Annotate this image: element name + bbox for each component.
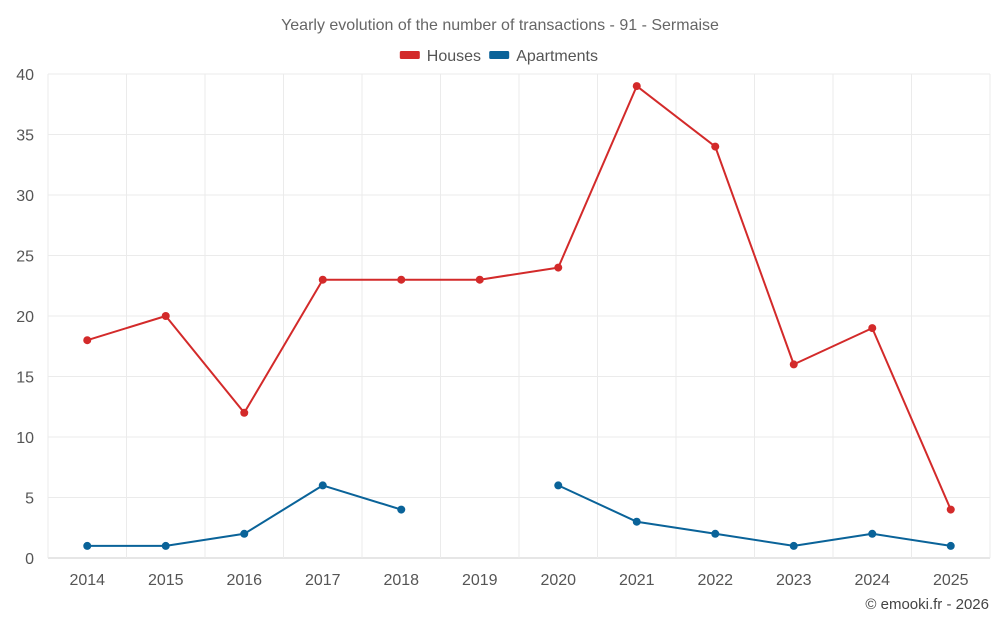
x-tick-label: 2020: [540, 572, 576, 589]
grid: [47, 73, 991, 559]
x-tick-label: 2017: [305, 572, 341, 589]
x-tick-label: 2023: [776, 572, 812, 589]
data-point-apartments[interactable]: [397, 505, 406, 514]
data-point-apartments[interactable]: [161, 541, 170, 550]
data-point-apartments[interactable]: [711, 529, 720, 538]
x-tick-label: 2015: [148, 572, 184, 589]
y-tick-label: 15: [16, 370, 34, 387]
y-tick-label: 30: [16, 188, 34, 205]
data-point-houses[interactable]: [711, 142, 720, 151]
data-point-apartments[interactable]: [318, 481, 327, 490]
series-line-houses: [86, 85, 952, 510]
data-point-houses[interactable]: [240, 408, 249, 417]
y-tick-label: 25: [16, 249, 34, 266]
y-tick-label: 20: [16, 309, 34, 326]
data-point-houses[interactable]: [868, 324, 877, 333]
legend: Houses Apartments: [399, 48, 598, 65]
x-tick-label: 2024: [854, 572, 890, 589]
data-point-apartments[interactable]: [789, 541, 798, 550]
data-point-apartments[interactable]: [868, 529, 877, 538]
series-line-apartments: [557, 484, 951, 547]
legend-swatch-houses: [399, 51, 420, 59]
data-point-apartments[interactable]: [554, 481, 563, 490]
data-point-houses[interactable]: [475, 275, 484, 284]
x-tick-label: 2019: [462, 572, 498, 589]
data-point-houses[interactable]: [632, 82, 641, 91]
data-point-apartments[interactable]: [946, 541, 955, 550]
legend-label-houses[interactable]: Houses: [427, 48, 481, 65]
data-point-houses[interactable]: [946, 505, 955, 514]
x-tick-label: 2021: [619, 572, 655, 589]
data-point-apartments[interactable]: [83, 541, 92, 550]
y-tick-label: 35: [16, 128, 34, 145]
chart-title: Yearly evolution of the number of transa…: [281, 17, 719, 34]
series-points: [83, 82, 955, 550]
x-tick-label: 2018: [383, 572, 419, 589]
y-axis: 0 5 10 15 20 25 30 35 40: [16, 67, 34, 568]
data-point-apartments[interactable]: [632, 517, 641, 526]
data-point-houses[interactable]: [397, 275, 406, 284]
legend-swatch-apartments: [489, 51, 510, 59]
y-tick-label: 5: [25, 491, 34, 508]
data-point-apartments[interactable]: [240, 529, 249, 538]
data-point-houses[interactable]: [83, 336, 92, 345]
x-tick-label: 2022: [697, 572, 733, 589]
data-point-houses[interactable]: [554, 263, 563, 272]
data-point-houses[interactable]: [318, 275, 327, 284]
credit-text: © emooki.fr - 2026: [865, 596, 989, 613]
y-tick-label: 0: [25, 551, 34, 568]
x-tick-label: 2025: [933, 572, 969, 589]
legend-label-apartments[interactable]: Apartments: [516, 48, 598, 65]
y-tick-label: 10: [16, 430, 34, 447]
x-tick-label: 2014: [69, 572, 105, 589]
data-point-houses[interactable]: [789, 360, 798, 369]
y-tick-label: 40: [16, 67, 34, 84]
x-axis: 2014 2015 2016 2017 2018 2019 2020 2021 2022 2023…: [69, 572, 968, 589]
x-tick-label: 2016: [226, 572, 262, 589]
data-point-houses[interactable]: [161, 312, 170, 320]
